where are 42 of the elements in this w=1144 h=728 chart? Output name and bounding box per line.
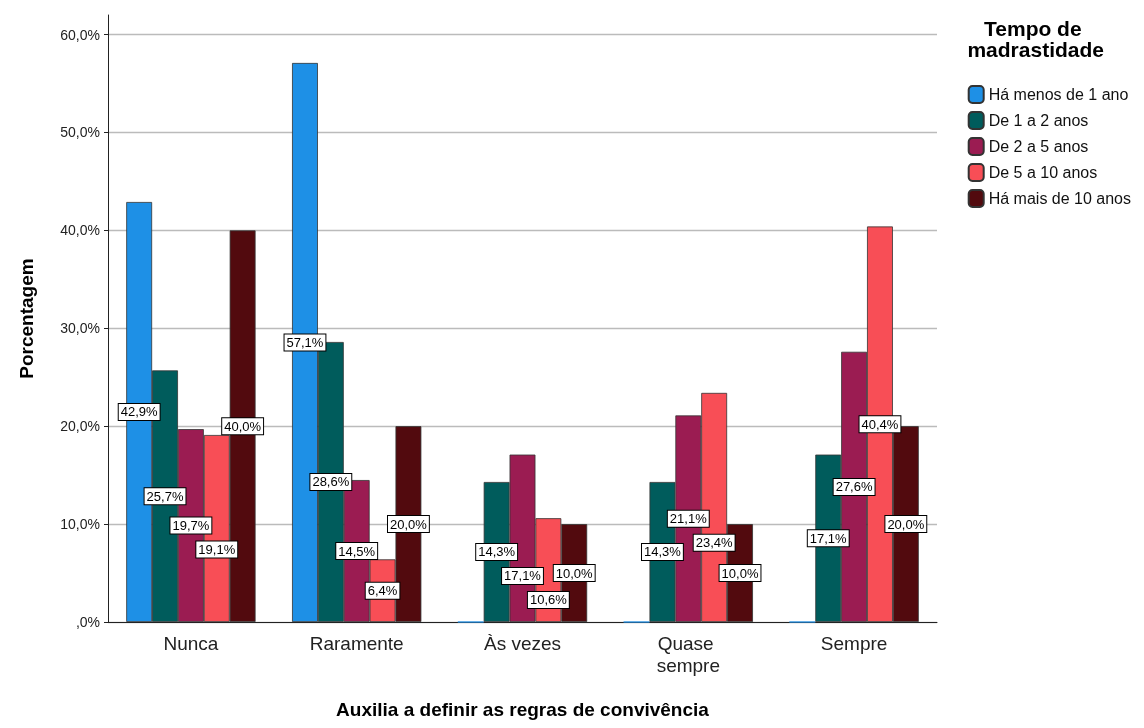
data-label: 14,3% xyxy=(644,544,682,560)
y-axis-title: Porcentagem xyxy=(16,258,37,379)
data-label: 14,5% xyxy=(338,543,376,559)
x-tick-label: Quase sempre xyxy=(656,632,720,676)
data-label: 40,0% xyxy=(224,418,262,434)
y-tick-label: 40,0% xyxy=(60,222,100,239)
data-label: 25,7% xyxy=(146,488,184,504)
data-label: 6,4% xyxy=(367,583,398,599)
x-tick-label: Nunca xyxy=(163,632,219,654)
y-tick-label: 20,0% xyxy=(60,418,100,435)
data-label: 17,1% xyxy=(809,530,848,546)
y-tick-label: 60,0% xyxy=(60,26,100,43)
data-label: 17,1% xyxy=(504,568,542,584)
data-label: 42,9% xyxy=(120,404,159,420)
y-tick-label: 50,0% xyxy=(60,124,100,141)
data-label: 10,6% xyxy=(529,592,568,608)
legend-title: Tempo de madrastidade xyxy=(967,17,1105,61)
data-label: 23,4% xyxy=(695,535,734,551)
legend-label: De 5 a 10 anos xyxy=(988,164,1098,181)
data-label: 40,4% xyxy=(861,416,899,432)
y-tick-label: 30,0% xyxy=(60,320,100,337)
x-tick-label: Às vezes xyxy=(483,632,562,654)
data-label: 57,1% xyxy=(286,334,324,350)
legend-label: Há menos de 1 ano xyxy=(988,86,1129,103)
legend-label: De 1 a 2 anos xyxy=(988,112,1089,129)
data-label: 20,0% xyxy=(389,516,428,532)
data-label: 10,0% xyxy=(555,565,594,581)
data-label: 20,0% xyxy=(887,516,925,532)
data-label: 19,1% xyxy=(198,542,236,558)
data-label: 27,6% xyxy=(835,479,873,495)
legend-label: De 2 a 5 anos xyxy=(988,138,1089,155)
legend-label: Há mais de 10 anos xyxy=(988,190,1132,207)
x-tick-label: Raramente xyxy=(309,632,404,654)
x-tick-label: Sempre xyxy=(820,632,888,654)
data-label: 10,0% xyxy=(721,565,759,581)
x-axis-title: Auxilia a definir as regras de convivência xyxy=(336,699,710,720)
data-label: 19,7% xyxy=(172,518,210,534)
y-tick-label: ,0% xyxy=(75,614,100,630)
data-label: 21,1% xyxy=(669,511,708,527)
data-label: 14,3% xyxy=(478,544,516,560)
y-tick-label: 10,0% xyxy=(60,516,100,533)
data-label: 28,6% xyxy=(312,474,350,490)
